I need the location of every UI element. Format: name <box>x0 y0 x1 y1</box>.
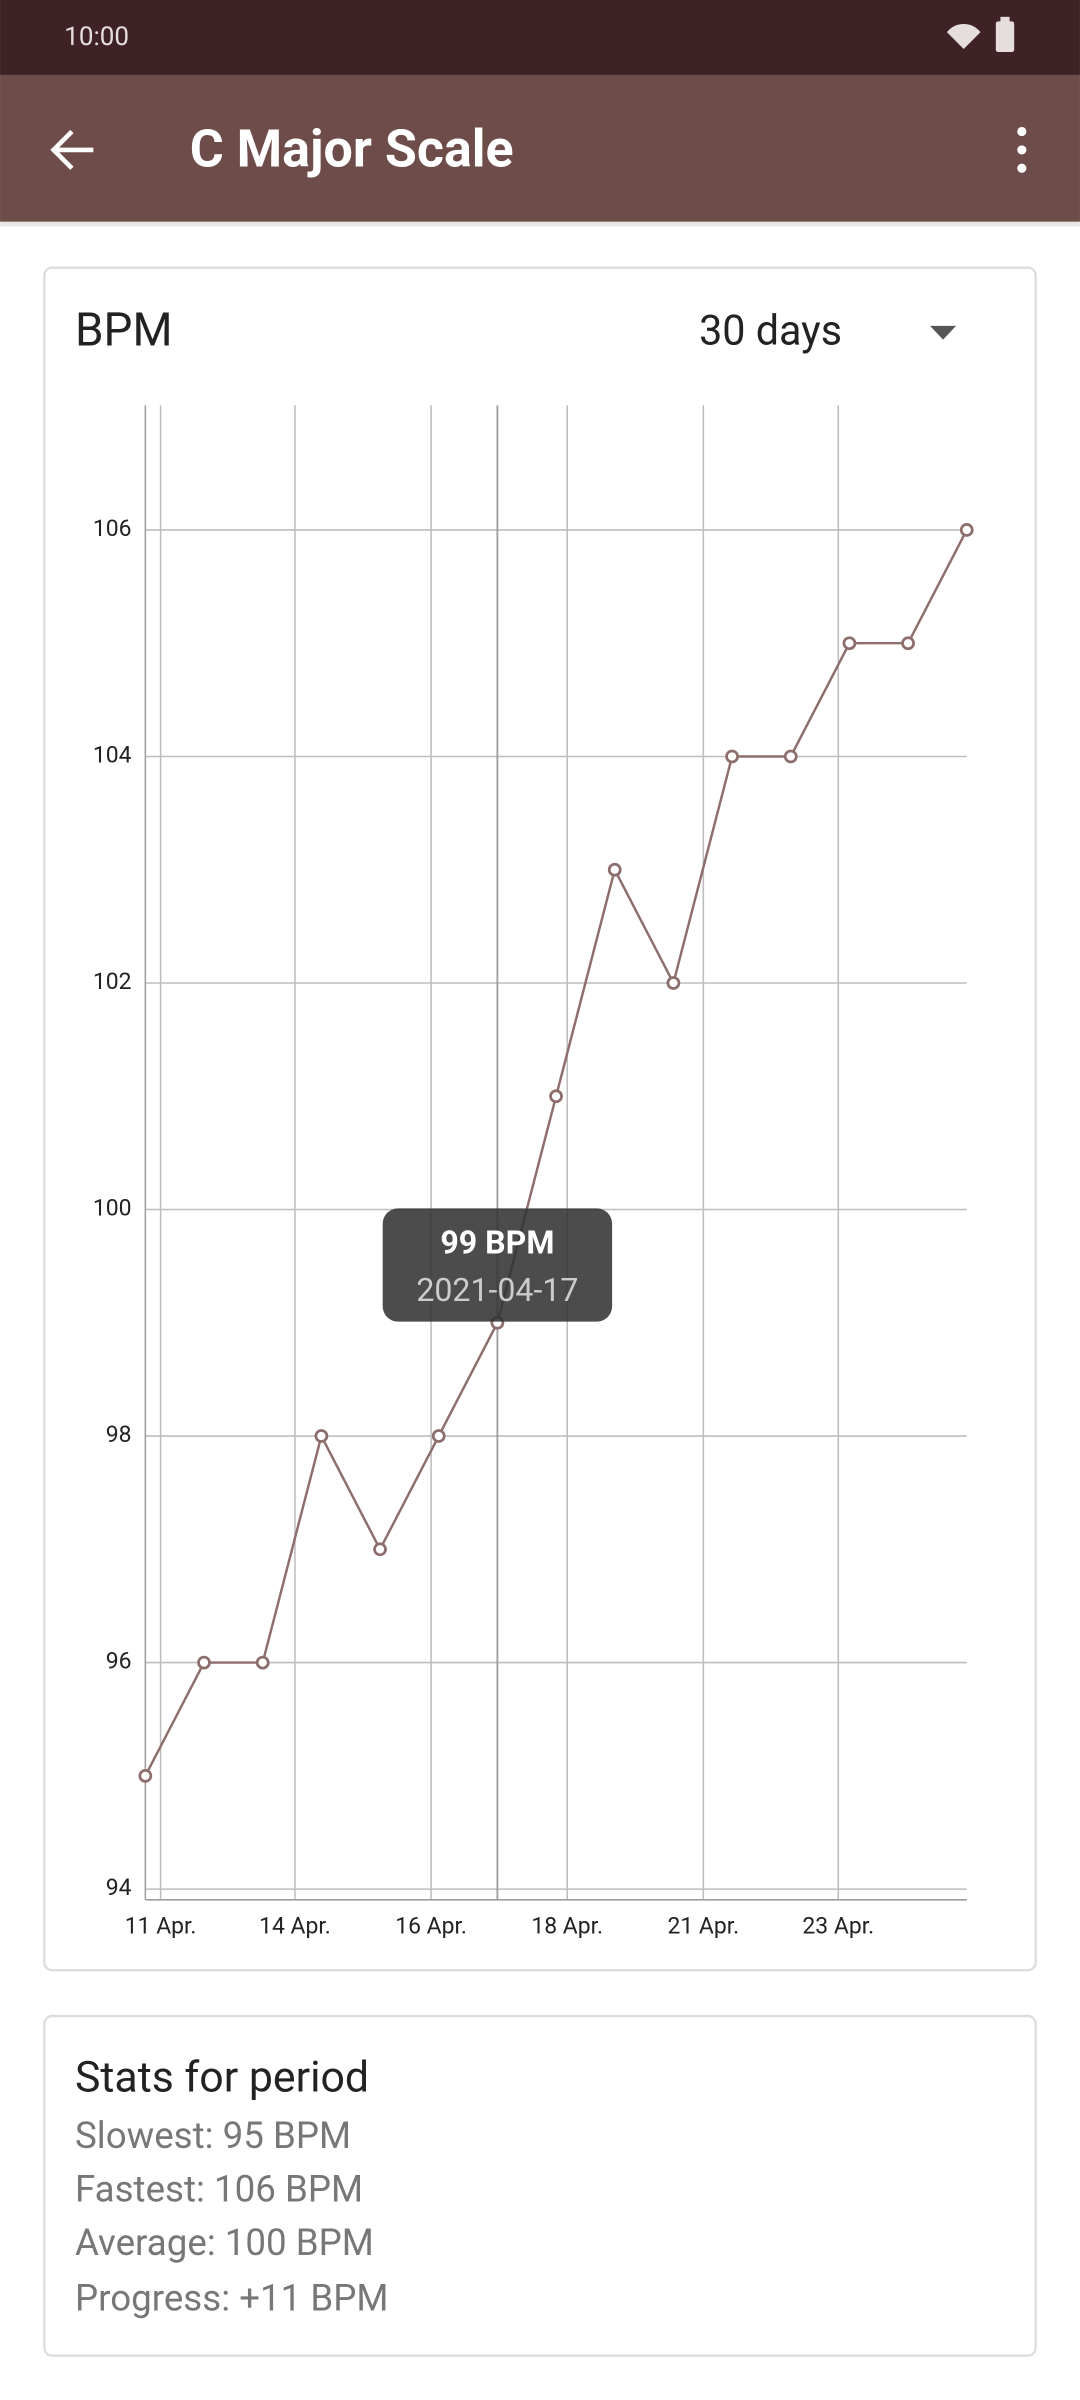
x-tick-label: 16 Apr. <box>395 1912 467 1939</box>
tooltip-title: 99 BPM <box>440 1224 554 1262</box>
y-tick-label: 98 <box>106 1421 132 1448</box>
data-point <box>197 1655 211 1670</box>
y-tick-label: 106 <box>93 515 132 542</box>
wifi-icon <box>946 23 981 49</box>
x-tick-label: 14 Apr. <box>259 1912 331 1939</box>
x-tick-label: 23 Apr. <box>802 1912 874 1939</box>
stats-line: Average: 100 BPM <box>75 2221 374 2264</box>
chart-card-title: BPM <box>75 304 173 358</box>
status-time: 10:00 <box>64 22 129 52</box>
x-tick-label: 11 Apr. <box>125 1912 197 1939</box>
data-point <box>138 1768 153 1783</box>
y-tick-label: 96 <box>106 1648 132 1675</box>
overflow-menu[interactable] <box>1017 126 1027 173</box>
app-title: C Major Scale <box>190 119 514 180</box>
battery-tip <box>1000 16 1010 23</box>
stats-card <box>43 2014 1037 2357</box>
y-tick-label: 102 <box>93 968 132 995</box>
data-point <box>549 1089 563 1104</box>
y-tick-label: 94 <box>106 1874 132 1901</box>
stats-title: Stats for period <box>75 2053 369 2103</box>
tooltip <box>382 1208 613 1322</box>
data-point <box>725 749 739 764</box>
data-point <box>431 1429 446 1443</box>
y-tick-label: 104 <box>93 742 132 769</box>
stats-line: Slowest: 95 BPM <box>75 2114 351 2157</box>
y-tick-label: 100 <box>93 1195 132 1222</box>
app-bar <box>0 74 1080 222</box>
data-point <box>901 636 915 651</box>
tooltip-subtitle: 2021-04-17 <box>416 1271 578 1309</box>
plot: 94 96 98 100 102 104 106 11 Apr. 14 Apr. 16 Apr. 1… <box>93 405 974 1939</box>
dropdown-arrow[interactable] <box>930 325 957 340</box>
stats-line: Fastest: 106 BPM <box>75 2168 363 2211</box>
data-point <box>607 862 622 877</box>
back-button[interactable] <box>50 129 94 170</box>
data-point <box>959 523 974 537</box>
battery-icon <box>995 21 1015 53</box>
stats-line: Progress: +11 BPM <box>75 2276 388 2319</box>
data-point <box>666 976 681 990</box>
x-tick-label: 18 Apr. <box>531 1912 603 1939</box>
data-point <box>842 636 857 651</box>
chart-card <box>43 266 1037 1972</box>
period-dropdown[interactable]: 30 days <box>699 307 842 355</box>
x-tick-label: 21 Apr. <box>667 1912 739 1939</box>
data-point <box>783 749 798 764</box>
data-point <box>373 1542 387 1557</box>
data-point <box>255 1655 270 1670</box>
status-bar <box>0 0 1080 75</box>
app-bar-shadow <box>0 221 1080 227</box>
data-point <box>314 1429 329 1443</box>
